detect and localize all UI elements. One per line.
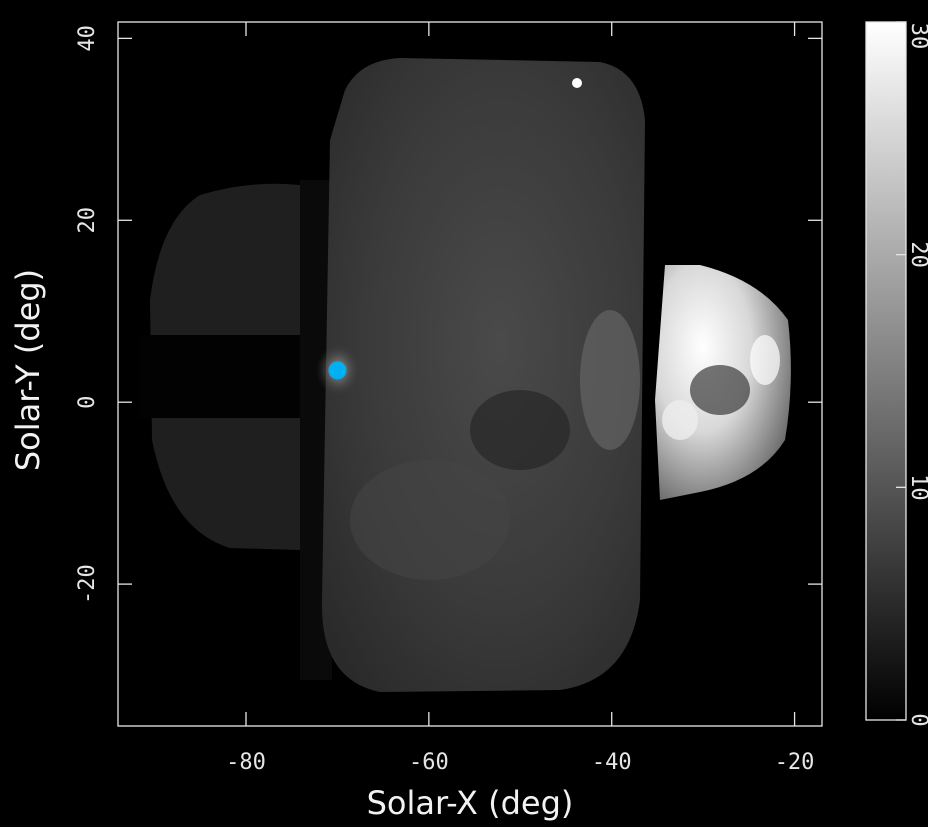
- colorbar-tick-label: 20: [906, 241, 928, 268]
- colorbar-tick-label: 0: [906, 713, 928, 726]
- y-tick-label: 20: [75, 207, 100, 234]
- gap: [140, 335, 308, 418]
- chart: Solar-X (deg) Solar-Y (deg) -80 -60 -40 -20…: [0, 0, 928, 827]
- x-tick-label: -40: [592, 750, 632, 775]
- y-tick-label: -20: [75, 564, 100, 604]
- colorbar-tick-label: 10: [906, 474, 928, 501]
- colorbar-tick-label: 30: [906, 23, 928, 50]
- point: [328, 361, 346, 379]
- star: [572, 78, 582, 88]
- structure: [662, 400, 698, 440]
- x-axis-label: Solar-X (deg): [367, 784, 574, 822]
- structure: [750, 335, 780, 385]
- x-tick-label: -60: [409, 750, 449, 775]
- x-tick-label: -20: [775, 750, 815, 775]
- structure: [350, 460, 510, 580]
- y-axis-label: Solar-Y (deg): [9, 269, 47, 471]
- x-tick-label: -80: [226, 750, 266, 775]
- page: {"chart_data": {"type": "image", "xlabel…: [0, 0, 928, 827]
- colorbar: [866, 22, 906, 720]
- structure: [690, 365, 750, 415]
- y-tick-label: 40: [75, 25, 100, 52]
- structure: [580, 310, 640, 450]
- structure: [470, 390, 570, 470]
- y-tick-label: 0: [75, 396, 100, 409]
